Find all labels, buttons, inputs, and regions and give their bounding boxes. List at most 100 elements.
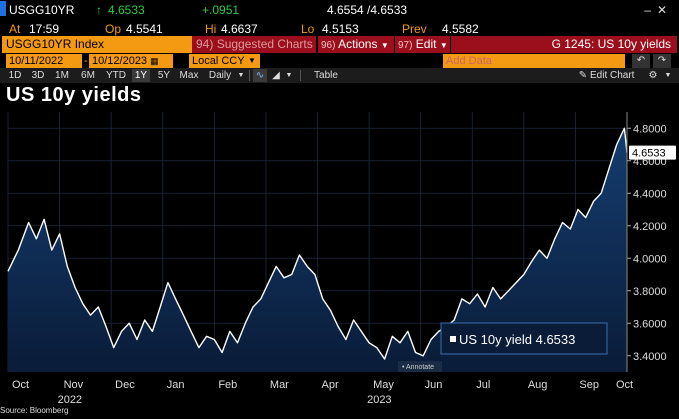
frequency-select[interactable]: Daily — [208, 70, 232, 81]
series-area — [8, 128, 627, 372]
x-tick-label: May — [373, 379, 394, 391]
x-tick-label: Jan — [167, 379, 185, 391]
chevron-down-icon: ▼ — [380, 41, 389, 50]
legend-series-name: US 10y yield — [459, 332, 532, 347]
open-label: Op — [105, 22, 122, 36]
high-value: 4.6637 — [221, 22, 258, 36]
period-1d[interactable]: 1D — [8, 70, 22, 81]
table-button[interactable]: Table — [314, 70, 338, 81]
suggested-charts-number: 94) — [196, 37, 214, 51]
x-year-label: 2022 — [58, 394, 82, 406]
edit-label: Edit — [415, 37, 437, 51]
redo-icon[interactable]: ↷ — [653, 54, 671, 68]
annotate-text: Annotate — [406, 364, 434, 371]
up-arrow-icon: ↑ — [96, 3, 102, 17]
legend-swatch — [450, 336, 456, 342]
line-chart-icon[interactable]: ∿ — [253, 69, 267, 82]
window-controls[interactable]: –✕ — [644, 3, 673, 17]
toolbar-divider — [300, 70, 301, 81]
period-max[interactable]: Max — [179, 70, 199, 81]
legend-series-value: 4.6533 — [536, 332, 576, 347]
prev-value: 4.5582 — [442, 22, 479, 36]
area-chart-icon[interactable]: ◢ — [272, 70, 280, 81]
start-date-field[interactable]: 10/11/2022 — [6, 54, 82, 68]
annotate-button[interactable]: • Annotate — [398, 361, 442, 372]
period-6m[interactable]: 6M — [81, 70, 95, 81]
yield-chart[interactable]: 3.40003.60003.80004.00004.20004.40004.60… — [0, 108, 679, 419]
ticker-symbol[interactable]: USGG10YR — [9, 3, 75, 17]
minimize-icon[interactable]: – — [644, 3, 657, 17]
period-5y[interactable]: 5Y — [157, 70, 171, 81]
x-year-label: 2023 — [367, 394, 391, 406]
quote-time: 17:59 — [29, 22, 60, 36]
edit-number: 97) — [398, 40, 413, 51]
series-line — [7, 127, 628, 360]
edit-chart-button[interactable]: Edit Chart — [590, 70, 635, 81]
actions-number: 96) — [321, 40, 336, 51]
ticker-marker — [0, 1, 6, 16]
end-date-value: 10/12/2023 — [92, 55, 148, 67]
suggested-charts-label: Suggested Charts — [216, 37, 313, 51]
add-data-input[interactable]: Add Data — [443, 54, 625, 68]
low-value: 4.5153 — [322, 22, 359, 36]
y-tick-label: 4.8000 — [633, 123, 667, 135]
chevron-down-icon: ▼ — [439, 41, 448, 50]
pencil-icon[interactable]: ✎ — [578, 70, 588, 81]
legend-entry: US 10y yield 4.6533 — [459, 332, 575, 347]
x-tick-label: Oct — [616, 379, 633, 391]
bid-ask: 4.6554 /4.6533 — [327, 3, 408, 17]
period-3d[interactable]: 3D — [31, 70, 45, 81]
x-tick-label: Nov — [64, 379, 84, 391]
period-1y[interactable]: 1Y — [132, 69, 150, 82]
source-footer: Source: Bloomberg — [0, 406, 69, 415]
low-label: Lo — [301, 22, 315, 36]
last-value-tag: 4.6533 — [629, 145, 676, 160]
x-tick-label: Mar — [270, 379, 289, 391]
period-1m[interactable]: 1M — [55, 70, 69, 81]
annotate-label: • Annotate — [402, 364, 434, 371]
y-tick-label: 3.4000 — [633, 351, 667, 363]
x-tick-label: Jul — [476, 379, 490, 391]
chevron-down-icon[interactable]: ▼ — [285, 72, 293, 79]
suggested-charts-menu[interactable]: 94) Suggested Charts — [192, 36, 316, 53]
chevron-down-icon[interactable]: ▼ — [664, 72, 672, 79]
toolbar-divider — [249, 70, 250, 81]
end-date-field[interactable]: 10/12/2023 ▦ — [89, 54, 173, 68]
chevron-down-icon[interactable]: ▼ — [237, 72, 245, 79]
pin-icon: • — [402, 364, 406, 371]
date-separator: - — [84, 55, 88, 67]
time-label: At — [9, 22, 21, 36]
calendar-icon: ▦ — [150, 56, 159, 66]
prev-label: Prev — [402, 22, 427, 36]
menu-bar: USGG10YR Index 94) Suggested Charts 96) … — [0, 36, 679, 53]
actions-menu[interactable]: 96) Actions ▼ — [318, 36, 394, 53]
legend[interactable]: US 10y yield 4.6533 — [440, 322, 608, 355]
undo-icon[interactable]: ↶ — [632, 54, 650, 68]
y-axis: 3.40003.60003.80004.00004.20004.40004.60… — [626, 112, 667, 372]
y-tick-label: 3.8000 — [633, 286, 667, 298]
quote-row-primary: USGG10YR ↑ 4.6533 +.0951 4.6554 /4.6533 … — [0, 0, 679, 19]
edit-menu[interactable]: 97) Edit ▼ — [395, 36, 450, 53]
x-axis: Oct Nov Dec Jan Feb Mar Apr May Jun Jul Aug Sep Oct 2… — [12, 379, 633, 406]
gear-icon[interactable]: ⚙ — [648, 70, 658, 81]
high-label: Hi — [205, 22, 217, 36]
x-tick-label: Feb — [218, 379, 237, 391]
period-toolbar: 1D 3D 1M 6M YTD 1Y 5Y Max Daily ▼ ∿ ◢ ▼ … — [0, 68, 679, 83]
currency-select[interactable]: Local CCY — [189, 54, 246, 68]
close-icon[interactable]: ✕ — [656, 3, 673, 17]
x-tick-label: Aug — [528, 379, 548, 391]
chevron-down-icon[interactable]: ▼ — [246, 54, 260, 68]
period-ytd[interactable]: YTD — [106, 70, 126, 81]
security-index-field[interactable]: USGG10YR Index — [2, 36, 192, 53]
x-tick-label: Oct — [12, 379, 29, 391]
x-tick-label: Sep — [579, 379, 599, 391]
x-tick-label: Apr — [322, 379, 339, 391]
actions-label: Actions — [338, 37, 378, 51]
quote-row-secondary: At 17:59 Op 4.5541 Hi 4.6637 Lo 4.5153 P… — [0, 19, 679, 36]
graph-id-label: G 1245: US 10y yields — [451, 36, 677, 53]
open-value: 4.5541 — [126, 22, 163, 36]
last-value-label: 4.6533 — [632, 148, 666, 160]
net-change: +.0951 — [202, 3, 240, 17]
x-tick-label: Jun — [425, 379, 443, 391]
y-tick-label: 4.4000 — [633, 188, 667, 200]
